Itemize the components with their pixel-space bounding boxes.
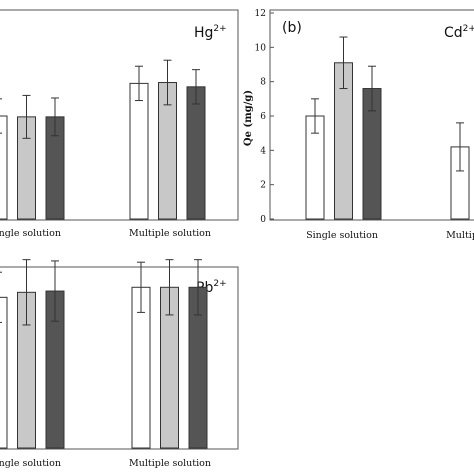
y-tick-label: 2 — [260, 181, 266, 191]
category-label: Multip — [446, 230, 474, 241]
category-label: Single solution — [0, 228, 61, 239]
panel-cd-ion-label: Cd2+ — [444, 24, 474, 41]
y-tick-label: 6 — [260, 112, 266, 122]
panel-hg-ion-label: Hg2+ — [194, 24, 227, 41]
panel-cd-category-labels: Single solution Multip — [306, 230, 474, 241]
category-label: Single solution — [306, 230, 378, 241]
bar — [0, 296, 8, 449]
panel-pb-frame — [0, 266, 239, 450]
panel-pb-category-labels: Single solution Multiple solution — [0, 458, 211, 469]
panel-cd-bars — [305, 36, 470, 220]
bar — [186, 86, 206, 220]
panel-cd-ylabel: Qe (mg/g) — [243, 90, 254, 146]
category-label: Multiple solution — [129, 458, 211, 469]
panel-cd: (b) Cd2+ Qe (mg/g) 0 2 4 6 8 10 12 Single solu… — [243, 9, 474, 241]
panel-cd-frame — [269, 9, 474, 221]
y-tick-label: 8 — [260, 78, 266, 88]
bar — [129, 82, 149, 220]
panel-hg-frame — [0, 9, 239, 221]
y-tick-label: 12 — [255, 9, 266, 19]
category-label: Single solution — [0, 458, 61, 469]
y-tick-label: 10 — [255, 43, 267, 53]
panel-hg-bars — [0, 59, 206, 220]
panel-pb-bars — [0, 259, 208, 449]
panel-cd-tag: (b) — [282, 20, 302, 36]
y-tick-label: 4 — [260, 146, 266, 156]
panel-cd-yticks: 0 2 4 6 8 10 12 — [255, 9, 274, 225]
y-tick-label: 0 — [260, 215, 266, 225]
panel-hg: Hg2+ Single solution Multiple solution — [0, 9, 239, 239]
bar — [0, 115, 8, 220]
category-label: Multiple solution — [129, 228, 211, 239]
panel-hg-category-labels: Single solution Multiple solution — [0, 228, 211, 239]
